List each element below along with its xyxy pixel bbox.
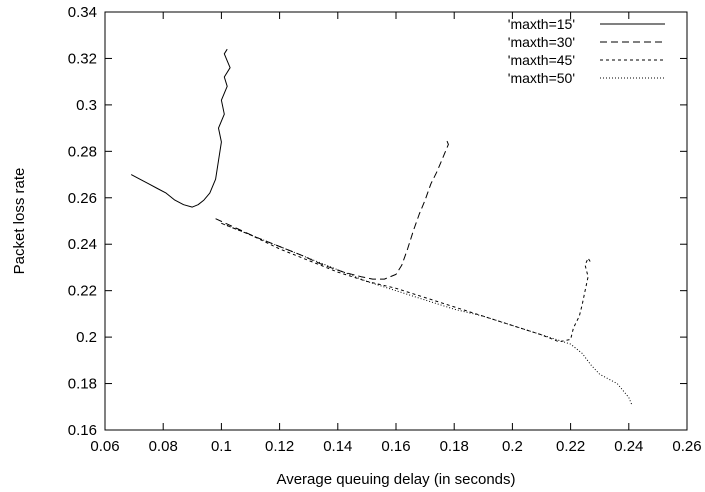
x-tick-label: 0.14 — [323, 438, 352, 455]
series-layer — [130, 48, 633, 405]
plot-frame — [104, 11, 688, 431]
y-tick-label: 0.28 — [68, 143, 97, 160]
series-line-2 — [215, 137, 449, 280]
legend-label-2: 'maxth=30' — [508, 34, 575, 50]
y-tick-label: 0.3 — [76, 97, 97, 114]
x-tick-label: 0.24 — [614, 438, 643, 455]
series-line-3 — [221, 222, 592, 343]
x-axis-label: Average queuing delay (in seconds) — [276, 471, 515, 488]
legend: 'maxth=15' 'maxth=30' 'maxth=45' 'maxth=50' — [508, 16, 665, 86]
legend-label-3: 'maxth=45' — [508, 52, 575, 68]
y-tick-label: 0.26 — [68, 190, 97, 207]
axis-tick-labels: 0.06 0.08 0.1 0.12 0.14 0.16 0.18 0.2 0.22 0.24 0.… — [68, 4, 702, 455]
y-tick-label: 0.2 — [76, 329, 97, 346]
y-tick-label: 0.16 — [68, 422, 97, 439]
x-tick-label: 0.18 — [440, 438, 469, 455]
series-line-4 — [221, 222, 633, 405]
series-line-1 — [130, 48, 231, 208]
x-tick-label: 0.08 — [149, 438, 178, 455]
y-tick-label: 0.22 — [68, 283, 97, 300]
x-tick-label: 0.22 — [556, 438, 585, 455]
legend-label-4: 'maxth=50' — [508, 70, 575, 86]
y-tick-label: 0.34 — [68, 4, 97, 21]
y-tick-label: 0.18 — [68, 376, 97, 393]
legend-label-1: 'maxth=15' — [508, 16, 575, 32]
x-tick-label: 0.2 — [502, 438, 523, 455]
y-tick-label: 0.32 — [68, 50, 97, 67]
x-tick-label: 0.12 — [265, 438, 294, 455]
y-axis-label: Packet loss rate — [11, 168, 28, 275]
y-tick-label: 0.24 — [68, 236, 97, 253]
x-tick-label: 0.26 — [672, 438, 701, 455]
x-tick-label: 0.1 — [211, 438, 232, 455]
x-tick-label: 0.06 — [90, 438, 119, 455]
x-tick-label: 0.16 — [381, 438, 410, 455]
axis-ticks — [104, 11, 688, 431]
